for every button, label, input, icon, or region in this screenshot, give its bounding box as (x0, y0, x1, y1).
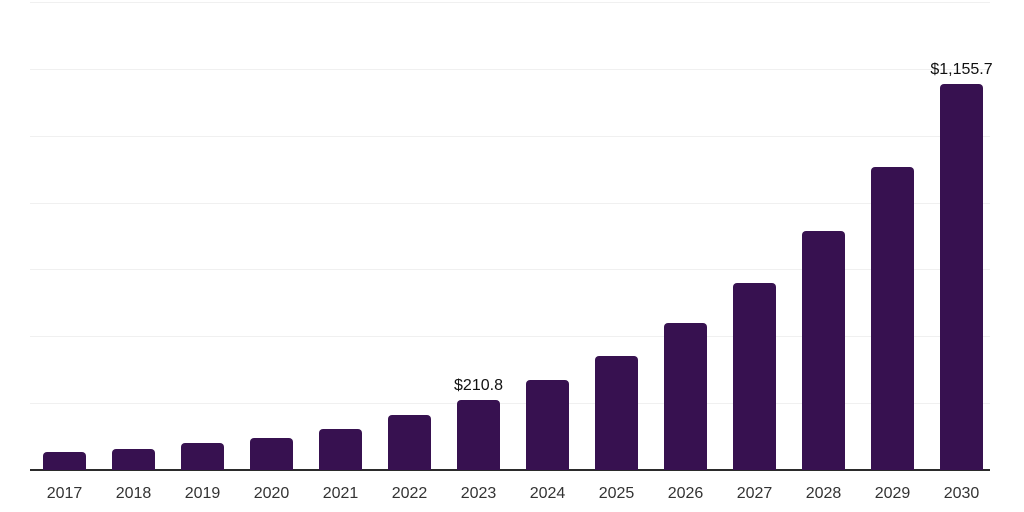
bar-2030[interactable] (940, 83, 983, 470)
gridline (30, 68, 990, 70)
bar-2025[interactable] (595, 356, 638, 470)
value-label-2023: $210.8 (454, 376, 503, 394)
bar-2018[interactable] (112, 448, 155, 470)
bar-2020[interactable] (250, 437, 293, 470)
x-tick-2020: 2020 (253, 485, 290, 502)
gridline (30, 403, 990, 405)
bar-2026[interactable] (664, 322, 707, 470)
value-label-2030: $1,155.7 (930, 60, 993, 78)
x-tick-2022: 2022 (391, 485, 428, 502)
gridline (30, 336, 990, 338)
x-tick-2025: 2025 (598, 485, 635, 502)
bar-2024[interactable] (526, 379, 569, 470)
bar-2027[interactable] (733, 283, 776, 470)
gridline (30, 135, 990, 137)
x-tick-2026: 2026 (667, 485, 704, 502)
x-tick-2023: 2023 (460, 485, 497, 502)
x-tick-2029: 2029 (874, 485, 911, 502)
bar-2029[interactable] (871, 167, 914, 470)
x-tick-2027: 2027 (736, 485, 773, 502)
x-tick-2021: 2021 (322, 485, 359, 502)
bar-2023[interactable] (457, 399, 500, 470)
bar-2022[interactable] (388, 414, 431, 470)
bar-2028[interactable] (802, 231, 845, 470)
bar-2017[interactable] (43, 451, 86, 470)
bar-2019[interactable] (181, 442, 224, 470)
x-tick-2028: 2028 (805, 485, 842, 502)
x-axis-line (30, 469, 990, 471)
x-tick-2018: 2018 (115, 485, 152, 502)
x-tick-2017: 2017 (46, 485, 83, 502)
x-tick-2030: 2030 (943, 485, 980, 502)
gridline (30, 269, 990, 271)
x-tick-2024: 2024 (529, 485, 566, 502)
x-tick-2019: 2019 (184, 485, 221, 502)
gridline (30, 2, 990, 3)
gridline (30, 202, 990, 204)
bar-2021[interactable] (319, 428, 362, 470)
